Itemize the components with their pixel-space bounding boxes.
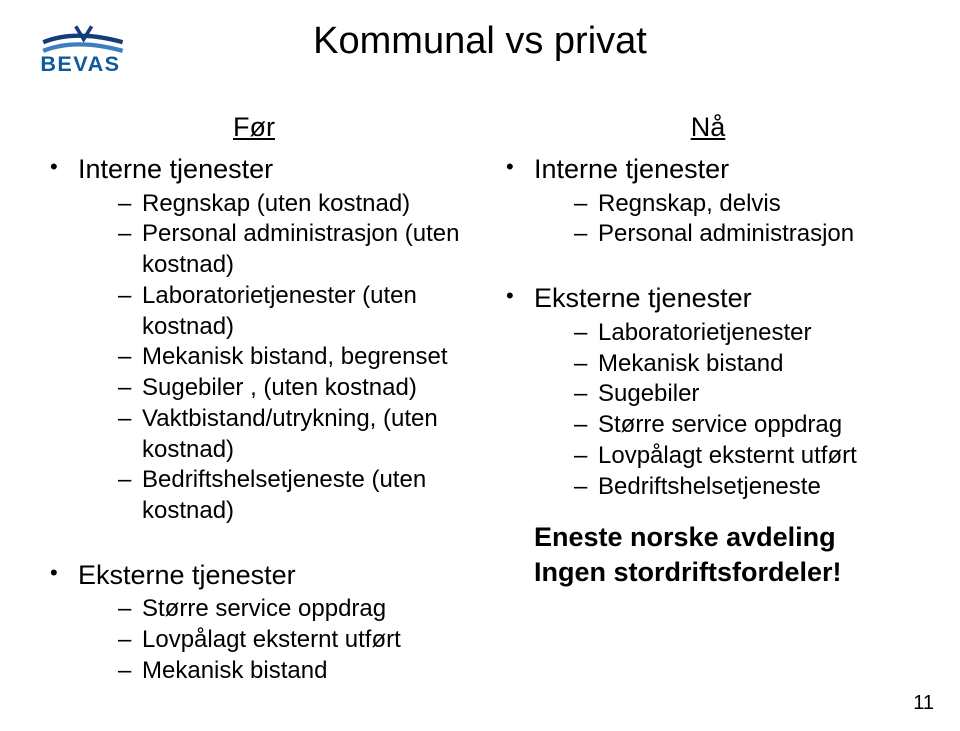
heading-before: Før [40, 112, 468, 143]
page-number: 11 [913, 692, 934, 715]
heading-now: Nå [496, 112, 920, 143]
list-item: Bedriftshelsetjeneste [534, 472, 920, 503]
list-item: Lovpålagt eksternt utført [78, 625, 468, 656]
left-section2-label: Eksterne tjenester [78, 560, 296, 590]
content-columns: Før Interne tjenester Regnskap (uten kos… [40, 112, 920, 697]
right-section1-label: Interne tjenester [534, 154, 729, 184]
list-item: Mekanisk bistand [78, 656, 468, 687]
right-section-eksterne: Eksterne tjenester Laboratorietjenester … [496, 282, 920, 502]
list-item: Sugebiler [534, 379, 920, 410]
list-item: Vaktbistand/utrykning, (uten kostnad) [78, 404, 468, 465]
list-item: Bedriftshelsetjeneste (uten kostnad) [78, 465, 468, 526]
list-item: Laboratorietjenester [534, 318, 920, 349]
list-item: Større service oppdrag [534, 410, 920, 441]
list-item: Sugebiler , (uten kostnad) [78, 373, 468, 404]
emphasis-block: Eneste norske avdeling Ingen stordriftsf… [496, 520, 920, 590]
list-item: Personal administrasjon [534, 219, 920, 250]
left-section-interne: Interne tjenester Regnskap (uten kostnad… [40, 153, 468, 527]
column-now: Nå Interne tjenester Regnskap, delvis Pe… [480, 112, 920, 697]
right-section2-label: Eksterne tjenester [534, 283, 752, 313]
emph-line-2: Ingen stordriftsfordeler! [534, 555, 920, 590]
list-item: Regnskap (uten kostnad) [78, 189, 468, 220]
left-section-eksterne: Eksterne tjenester Større service oppdra… [40, 559, 468, 687]
right-section-interne: Interne tjenester Regnskap, delvis Perso… [496, 153, 920, 250]
list-item: Mekanisk bistand [534, 349, 920, 380]
slide-title: Kommunal vs privat [0, 20, 960, 63]
list-item: Mekanisk bistand, begrenset [78, 342, 468, 373]
list-item: Regnskap, delvis [534, 189, 920, 220]
list-item: Lovpålagt eksternt utført [534, 441, 920, 472]
column-before: Før Interne tjenester Regnskap (uten kos… [40, 112, 480, 697]
list-item: Personal administrasjon (uten kostnad) [78, 219, 468, 280]
left-section1-label: Interne tjenester [78, 154, 273, 184]
emph-line-1: Eneste norske avdeling [534, 520, 920, 555]
list-item: Større service oppdrag [78, 594, 468, 625]
list-item: Laboratorietjenester (uten kostnad) [78, 281, 468, 342]
